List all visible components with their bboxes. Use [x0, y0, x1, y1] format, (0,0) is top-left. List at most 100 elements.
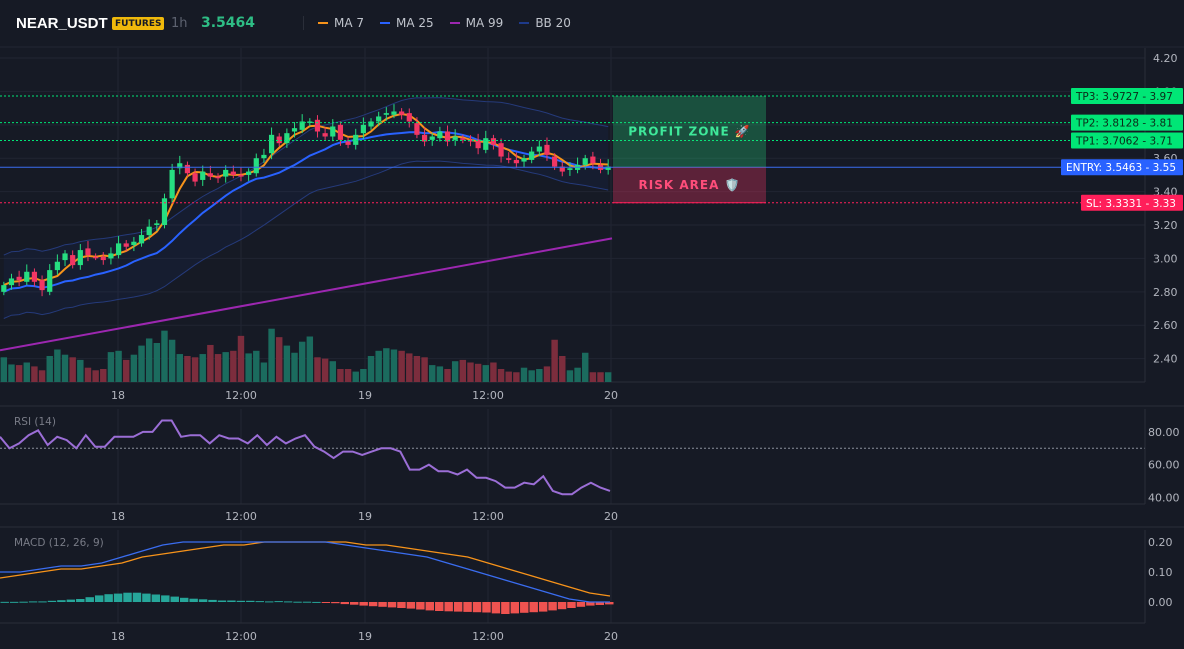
macd-histogram-bar	[453, 602, 463, 612]
candle-body	[169, 169, 175, 199]
y-tick-label: 3.00	[1153, 252, 1178, 265]
legend-ma99[interactable]: MA 99	[449, 16, 503, 30]
macd-histogram-bar	[520, 602, 529, 613]
legend-label: MA 25	[396, 16, 434, 30]
macd-histogram-bar	[142, 593, 151, 602]
volume-bar	[153, 343, 161, 382]
candle-body	[100, 256, 106, 261]
volume-bar	[513, 372, 520, 382]
candle-body	[161, 198, 168, 226]
x-tick-label: 19	[358, 389, 372, 402]
volume-bar	[459, 359, 467, 382]
volume-bar	[329, 361, 336, 382]
macd-histogram-bar	[0, 601, 9, 603]
volume-bar	[161, 330, 168, 382]
macd-histogram-bar	[557, 602, 567, 610]
macd-histogram-bar	[57, 600, 66, 602]
candle-body	[460, 138, 466, 140]
legend-ma7[interactable]: MA 7	[318, 16, 364, 30]
candle-body	[24, 271, 30, 282]
candle-body	[192, 173, 198, 182]
macd-histogram-bar	[132, 592, 142, 602]
candle-body	[62, 253, 68, 261]
macd-histogram-bar	[359, 602, 368, 606]
candle-body	[138, 235, 145, 244]
volume-bar	[421, 357, 428, 382]
candle-body	[337, 124, 344, 140]
header-divider	[303, 16, 304, 30]
candle-body	[544, 144, 550, 155]
volume-bar	[413, 356, 421, 382]
indicator-legend: MA 7 MA 25 MA 99 BB 20	[318, 0, 571, 46]
symbol-label[interactable]: NEAR_USDT	[16, 14, 108, 32]
futures-badge: FUTURES	[112, 17, 165, 30]
candle-body	[437, 131, 443, 139]
y-tick-label: 4.20	[1153, 52, 1178, 65]
macd-histogram-bar	[198, 599, 208, 602]
macd-histogram-bar	[482, 602, 491, 613]
candle-body	[590, 156, 596, 164]
candle-body	[605, 166, 611, 170]
volume-bar	[559, 356, 566, 382]
volume-bar	[176, 354, 183, 382]
macd-histogram-bar	[340, 602, 350, 605]
macd-histogram-bar	[406, 602, 416, 609]
volume-bar	[61, 354, 69, 382]
legend-bb20[interactable]: BB 20	[519, 16, 571, 30]
macd-x-tick: 18	[111, 630, 125, 643]
bollinger-upper	[3, 97, 609, 256]
candle-body	[184, 164, 191, 174]
candle-body	[322, 133, 328, 137]
volume-bar	[115, 350, 122, 382]
volume-bar	[375, 350, 382, 382]
tp1-tag-label: TP1: 3.7062 - 3.71	[1075, 135, 1173, 147]
candle-body	[399, 111, 405, 115]
legend-ma25[interactable]: MA 25	[380, 16, 434, 30]
macd-histogram-bar	[595, 602, 605, 605]
candle-body	[85, 248, 91, 256]
volume-bar	[467, 362, 474, 382]
macd-signal-line	[0, 541, 611, 597]
candle-body	[421, 134, 428, 142]
macd-histogram-bar	[161, 595, 170, 602]
ma7-swatch	[318, 22, 328, 24]
macd-histogram-bar	[28, 601, 38, 603]
candle-body	[123, 243, 129, 247]
volume-bar	[291, 352, 298, 382]
volume-bar	[574, 367, 581, 382]
macd-x-tick: 19	[358, 630, 372, 643]
candle-body	[177, 163, 183, 169]
candle-body	[559, 166, 565, 172]
candle-body	[567, 168, 573, 170]
macd-histogram-bar	[378, 602, 387, 607]
macd-histogram-bar	[387, 602, 397, 608]
macd-histogram-bar	[567, 602, 576, 608]
macd-histogram-bar	[179, 597, 189, 602]
candle-body	[131, 241, 137, 246]
volume-bar	[490, 362, 497, 382]
candle-body	[115, 243, 122, 256]
candle-body	[376, 116, 382, 122]
candle-body	[215, 176, 221, 179]
chart-header: NEAR_USDT FUTURES 1h 3.5464 MA 7 MA 25 M…	[0, 0, 1184, 46]
macd-histogram-bar	[38, 601, 47, 603]
volume-bar	[84, 367, 92, 382]
volume-bar	[528, 370, 535, 382]
ma99-line	[0, 237, 613, 352]
candle-body	[39, 280, 45, 291]
volume-bar	[230, 350, 237, 382]
volume-bar	[0, 357, 8, 382]
macd-histogram-bar	[113, 593, 123, 602]
volume-bar	[352, 371, 359, 382]
volume-bar	[497, 369, 505, 382]
macd-histogram-bar	[435, 602, 444, 611]
rsi-x-tick: 12:00	[472, 510, 504, 523]
timeframe-label[interactable]: 1h	[171, 15, 188, 31]
candle-body	[246, 171, 252, 175]
candle-body	[513, 159, 519, 164]
volume-bar	[337, 369, 344, 382]
macd-line	[0, 541, 610, 603]
macd-histogram-bar	[189, 598, 198, 602]
rsi-x-tick: 18	[111, 510, 125, 523]
